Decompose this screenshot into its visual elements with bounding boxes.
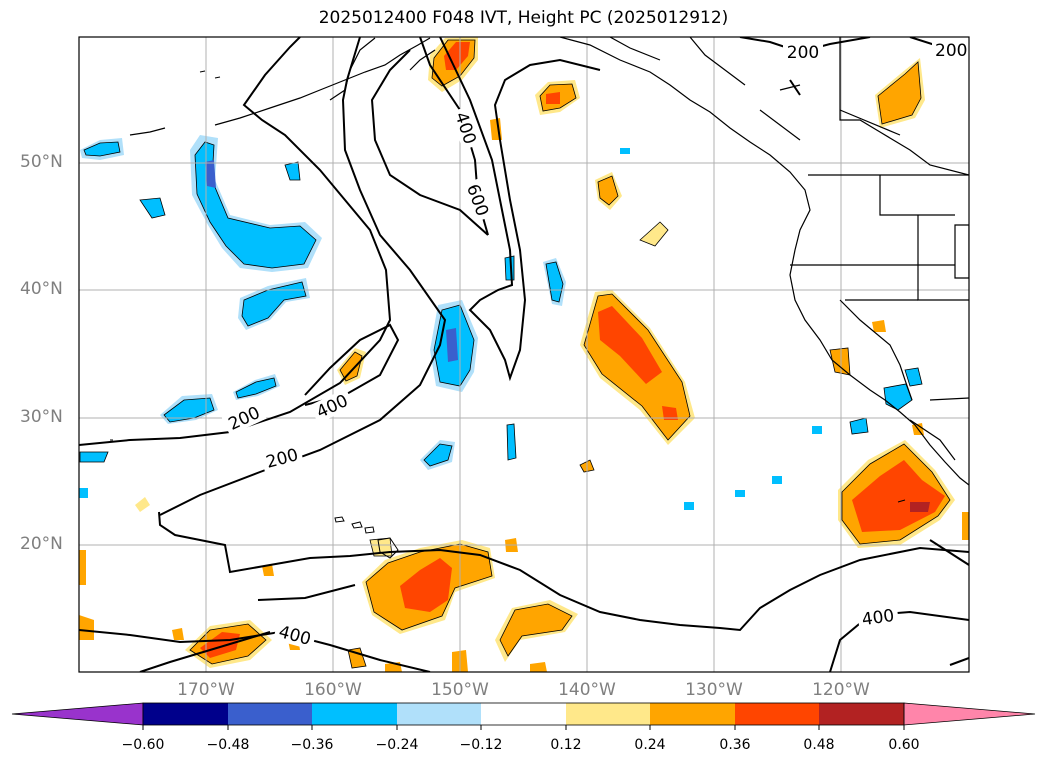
lon-label-170w: 170°W — [177, 680, 235, 700]
colorbar-tick-label: −0.48 — [206, 737, 250, 753]
colorbar-segment-5 — [481, 703, 566, 725]
colorbar-segment-8 — [735, 703, 819, 725]
contour-label-400-c: 400 — [276, 622, 313, 650]
coastlines — [129, 37, 969, 486]
colorbar-segment-3 — [312, 703, 397, 725]
colorbar-extend-high — [903, 702, 1036, 726]
colorbar-tick-label: 0.12 — [550, 737, 582, 753]
lon-label-140w: 140°W — [558, 680, 616, 700]
lat-label-30n: 30°N — [20, 407, 63, 427]
colorbar-tick-label: 0.48 — [803, 737, 835, 753]
colorbar-segment-1 — [143, 703, 228, 725]
colorbar-tick-label: −0.12 — [459, 737, 503, 753]
islands — [110, 70, 906, 559]
lon-label-120w: 120°W — [812, 680, 870, 700]
lat-label-50n: 50°N — [20, 152, 63, 172]
contour-label-600: 600 — [462, 182, 492, 219]
lon-label-150w: 150°W — [431, 680, 489, 700]
colorbar-segment-2 — [228, 703, 312, 725]
colorbar-tick-label: −0.60 — [121, 737, 165, 753]
lat-label-40n: 40°N — [20, 279, 63, 299]
colorbar — [11, 702, 1036, 730]
contour-label-200-d: 200 — [935, 41, 967, 61]
colorbar-tick-label: 0.60 — [888, 737, 920, 753]
colorbar-segment-6 — [566, 703, 650, 725]
colorbar-segment-4 — [397, 703, 481, 725]
lon-label-160w: 160°W — [304, 680, 362, 700]
colorbar-tick-label: 0.24 — [634, 737, 666, 753]
map-title: 2025012400 F048 IVT, Height PC (20250129… — [318, 8, 729, 28]
lon-label-130w: 130°W — [685, 680, 743, 700]
colorbar-segment-7 — [650, 703, 735, 725]
contour-label-200-c: 200 — [787, 43, 819, 63]
negative-anomaly-areas — [79, 135, 923, 510]
contour-label-400-d: 400 — [861, 606, 896, 630]
colorbar-tick-label: −0.24 — [375, 737, 419, 753]
colorbar-tick-label: −0.36 — [290, 737, 334, 753]
positive-anomaly-areas — [79, 37, 969, 672]
map-frame — [78, 36, 970, 673]
colorbar-tick-label: 0.36 — [719, 737, 751, 753]
lat-label-20n: 20°N — [20, 534, 63, 554]
contour-label-200-b: 200 — [264, 445, 301, 473]
colorbar-extend-low — [11, 702, 144, 726]
colorbar-segment-9 — [819, 703, 904, 725]
